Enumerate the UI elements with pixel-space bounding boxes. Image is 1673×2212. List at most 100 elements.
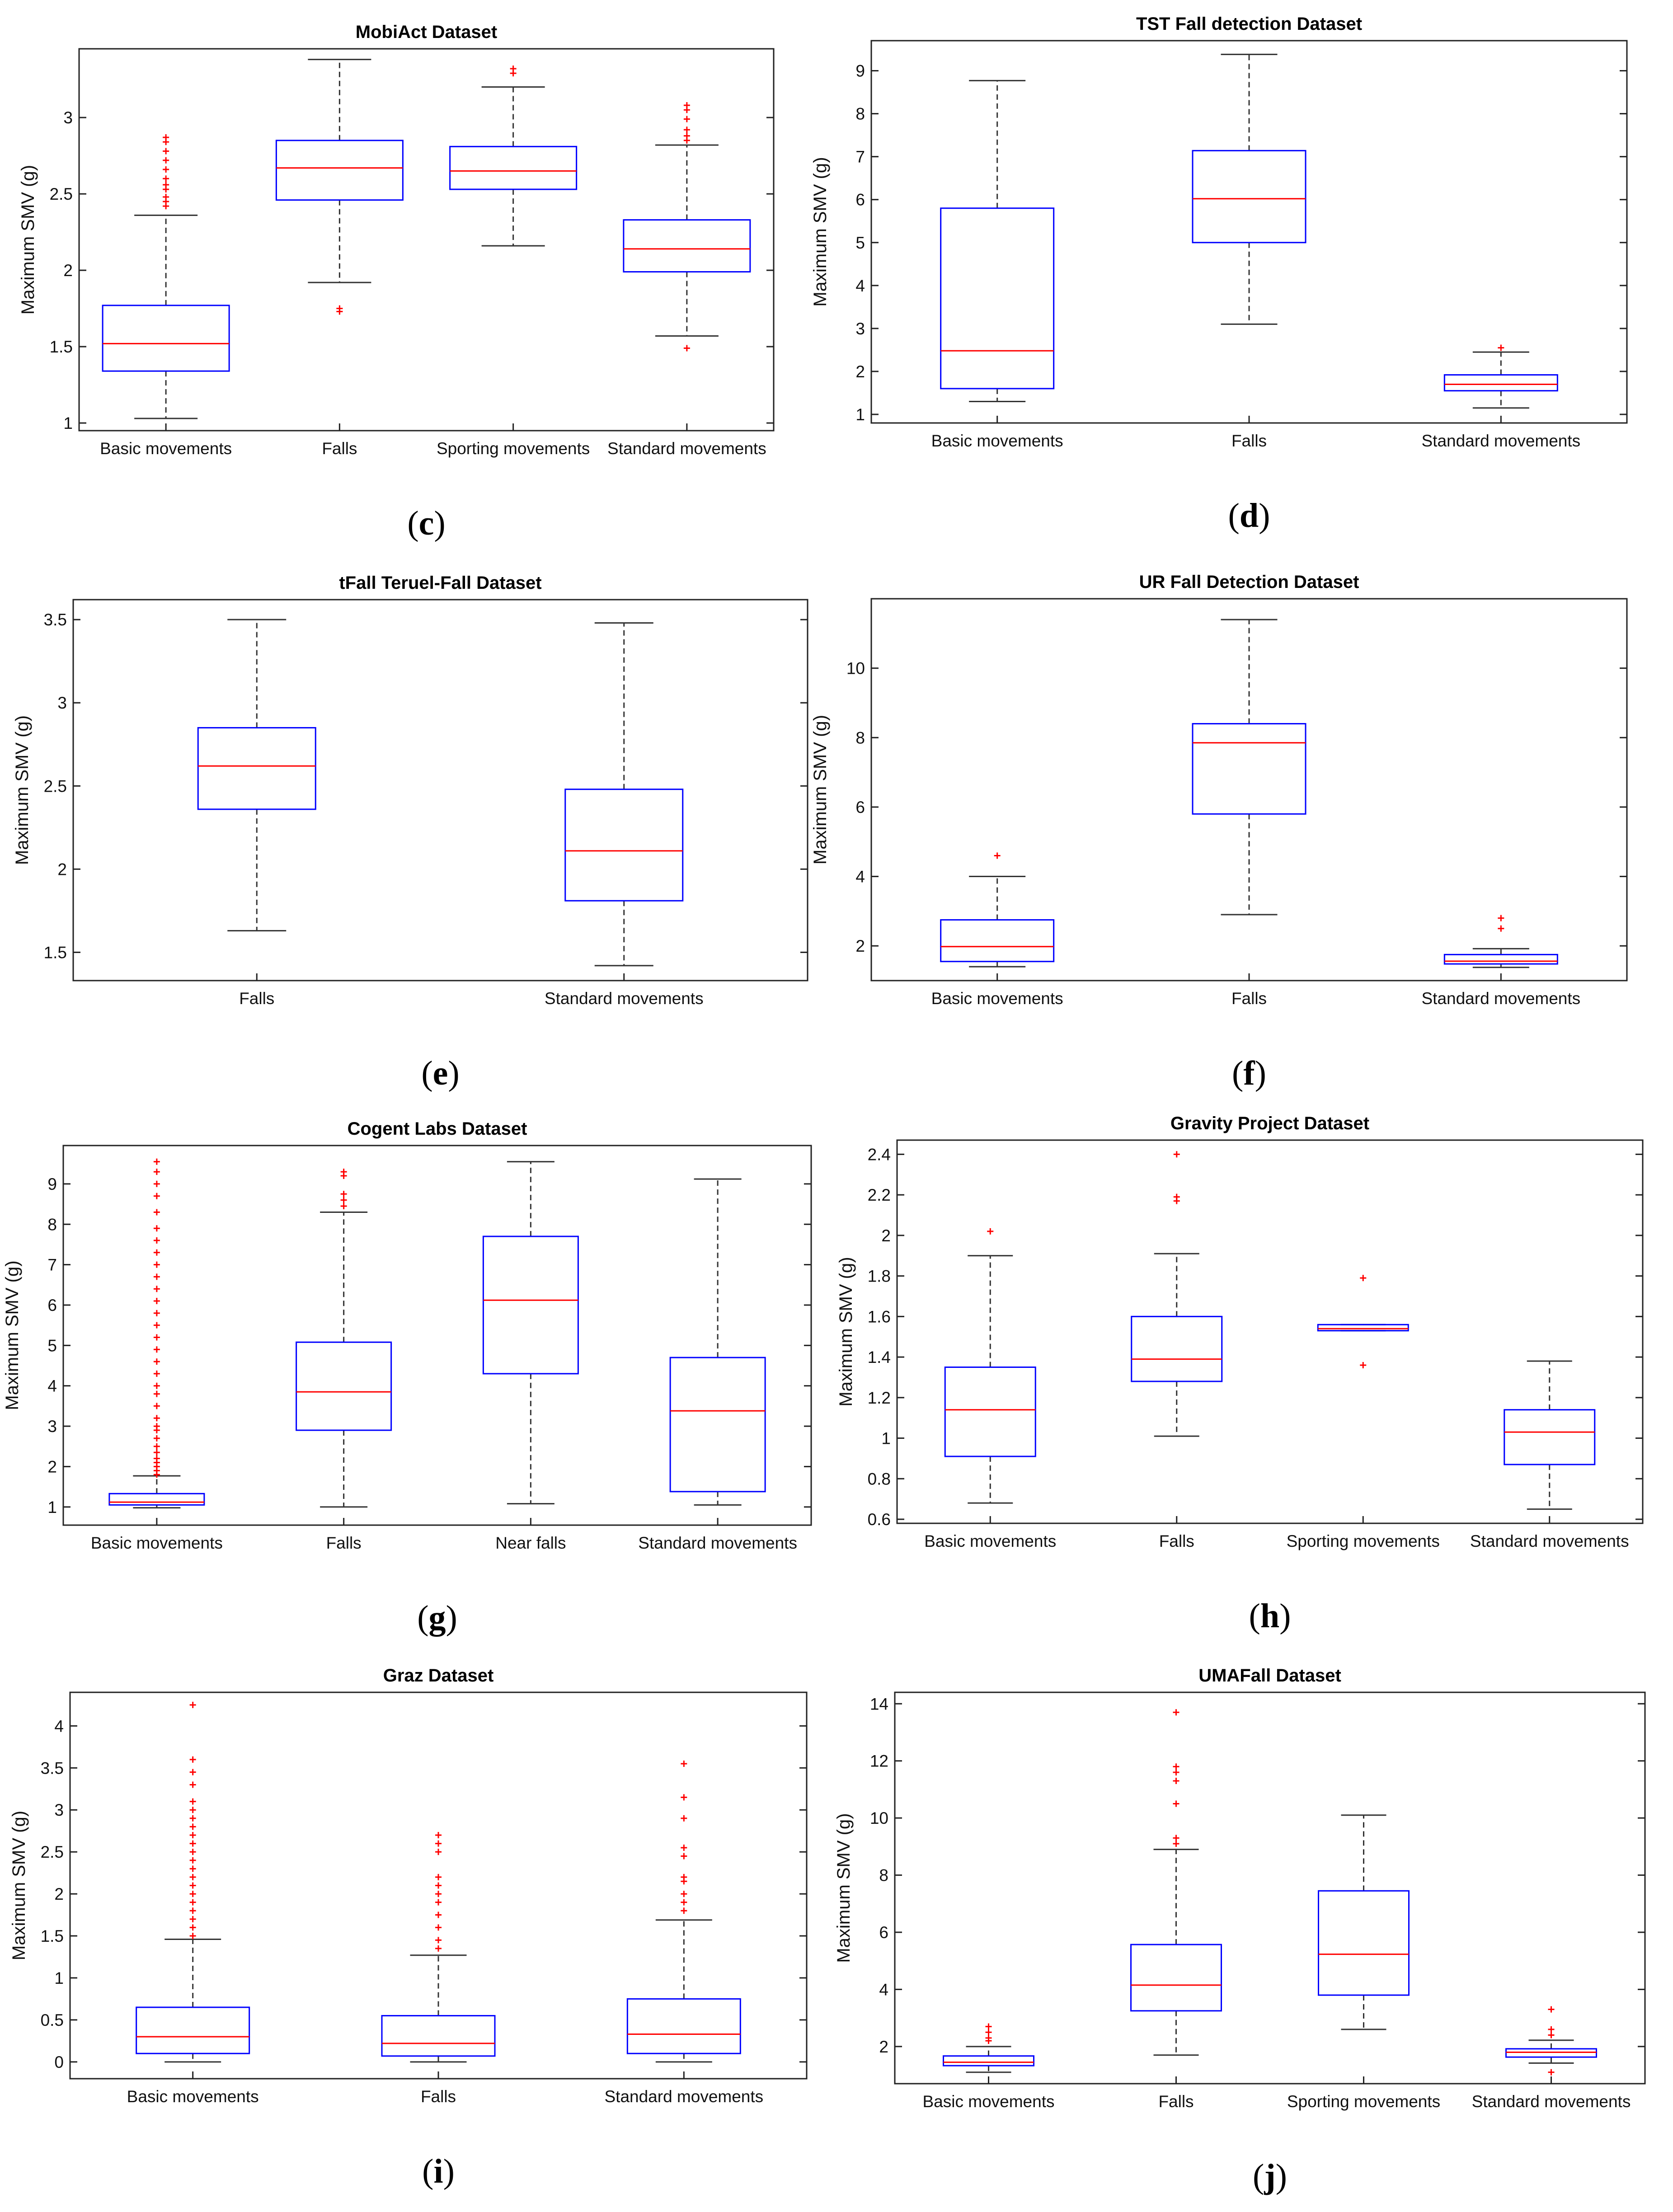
y-tick-label: 0 bbox=[54, 2053, 64, 2071]
outlier-point bbox=[1498, 344, 1504, 351]
x-tick-label-falls: Falls bbox=[421, 2087, 456, 2106]
outlier-point bbox=[1173, 1777, 1180, 1784]
x-tick-label-near-falls: Near falls bbox=[495, 1534, 566, 1552]
y-tick-label: 2 bbox=[47, 1457, 57, 1476]
plot-frame bbox=[870, 40, 1628, 424]
outlier-point bbox=[683, 116, 690, 122]
outlier-point bbox=[153, 1435, 160, 1442]
y-tick-label: 2 bbox=[855, 937, 865, 955]
outlier-point bbox=[153, 1443, 160, 1450]
box-basic-movements bbox=[940, 80, 1055, 402]
chart-panel-f: UR Fall Detection Dataset 2 4 6 8 10 Maximum S… bbox=[810, 572, 1628, 1092]
x-tick-label-falls: Falls bbox=[1231, 432, 1267, 450]
box-basic-movements bbox=[136, 1701, 250, 2063]
chart-title: UR Fall Detection Dataset bbox=[1139, 572, 1359, 592]
panel-label: (h) bbox=[1249, 1597, 1291, 1635]
outlier-point bbox=[435, 1891, 442, 1897]
box-sporting-movements bbox=[449, 65, 578, 247]
iqr-box bbox=[275, 140, 404, 201]
y-tick-label: 1 bbox=[881, 1429, 891, 1448]
outlier-point bbox=[435, 1840, 442, 1847]
outlier-point bbox=[153, 1403, 160, 1409]
y-tick-label: 1.6 bbox=[868, 1307, 891, 1326]
outlier-point bbox=[153, 1225, 160, 1232]
x-tick-label-standard-movements: Standard movements bbox=[607, 439, 766, 458]
outlier-point bbox=[189, 1916, 196, 1922]
x-tick-label-standard-movements: Standard movements bbox=[638, 1534, 797, 1552]
outlier-point bbox=[153, 1273, 160, 1280]
y-tick-label: 2 bbox=[54, 1885, 64, 1903]
chart-panel-g: Cogent Labs Dataset 1 2 3 4 5 6 7 8 9 Maximum SMV … bbox=[2, 1119, 812, 1637]
box-near-falls bbox=[482, 1161, 579, 1505]
y-tick-label: 2.5 bbox=[41, 1843, 64, 1861]
y-tick-label: 0.8 bbox=[868, 1470, 891, 1488]
plot-frame bbox=[78, 48, 775, 432]
y-tick-label: 14 bbox=[870, 1695, 888, 1713]
outlier-point bbox=[994, 852, 1001, 859]
x-tick-label-basic-movements: Basic movements bbox=[923, 2092, 1055, 2111]
outlier-point bbox=[189, 1832, 196, 1838]
x-tick-label-basic-movements: Basic movements bbox=[924, 1532, 1056, 1550]
outlier-point bbox=[153, 1358, 160, 1365]
x-tick-label-standard-movements: Standard movements bbox=[1421, 432, 1580, 450]
box-standard-movements bbox=[626, 1760, 741, 2063]
outlier-point bbox=[189, 1924, 196, 1931]
outlier-point bbox=[189, 1807, 196, 1813]
box-standard-movements bbox=[669, 1178, 766, 1506]
y-axis-label: Maximum SMV (g) bbox=[2, 1260, 22, 1410]
x-tick-label-standard-movements: Standard movements bbox=[604, 2087, 763, 2106]
y-tick-label: 2 bbox=[57, 860, 67, 878]
outlier-point bbox=[153, 1249, 160, 1256]
outlier-point bbox=[153, 1180, 160, 1187]
outlier-point bbox=[153, 1169, 160, 1175]
outlier-point bbox=[683, 132, 690, 139]
iqr-box bbox=[449, 146, 578, 190]
iqr-box bbox=[136, 2006, 250, 2054]
x-tick-label-sporting-movements: Sporting movements bbox=[1287, 1532, 1440, 1550]
y-tick-label: 9 bbox=[47, 1175, 57, 1193]
outlier-point bbox=[153, 1310, 160, 1316]
outlier-point bbox=[435, 1911, 442, 1918]
outlier-point bbox=[1360, 1275, 1367, 1282]
y-tick-label: 2 bbox=[855, 362, 865, 381]
chart-panel-i: Graz Dataset 0 0.5 1 1.5 2 2.5 3 3.5 4 Maximum SMV… bbox=[9, 1666, 808, 2190]
outlier-point bbox=[435, 1937, 442, 1944]
x-tick-label-falls: Falls bbox=[326, 1534, 362, 1552]
outlier-point bbox=[163, 148, 169, 155]
outlier-point bbox=[189, 1882, 196, 1889]
outlier-point bbox=[189, 1815, 196, 1822]
x-tick-label-falls: Falls bbox=[1158, 2092, 1194, 2111]
box-basic-movements bbox=[943, 2023, 1034, 2073]
iqr-box bbox=[1318, 1890, 1410, 1996]
outlier-point bbox=[153, 1298, 160, 1305]
outlier-point bbox=[1548, 2032, 1555, 2038]
chart-title: UMAFall Dataset bbox=[1198, 1666, 1341, 1686]
y-tick-label: 9 bbox=[855, 62, 865, 80]
y-tick-label: 2 bbox=[881, 1226, 891, 1245]
outlier-point bbox=[340, 1169, 347, 1175]
y-tick-label: 1 bbox=[54, 1969, 64, 1987]
outlier-point bbox=[163, 157, 169, 164]
y-tick-label: 8 bbox=[855, 105, 865, 123]
outlier-point bbox=[189, 1701, 196, 1708]
y-tick-label: 2 bbox=[879, 2038, 888, 2056]
outlier-point bbox=[189, 1756, 196, 1763]
iqr-box bbox=[1443, 374, 1558, 392]
chart-panel-d: TST Fall detection Dataset 1 2 3 4 5 6 7 8 9 Maxim… bbox=[810, 14, 1628, 535]
iqr-box bbox=[1504, 1409, 1596, 1465]
chart-title: tFall Teruel-Fall Dataset bbox=[339, 573, 541, 593]
outlier-point bbox=[1498, 925, 1504, 932]
outlier-point bbox=[681, 1815, 687, 1822]
y-tick-label: 8 bbox=[855, 728, 865, 747]
outlier-point bbox=[681, 1844, 687, 1851]
outlier-point bbox=[153, 1449, 160, 1456]
panel-label: (e) bbox=[421, 1054, 459, 1092]
panel-label: (g) bbox=[417, 1599, 457, 1637]
outlier-point bbox=[153, 1415, 160, 1422]
box-falls bbox=[381, 1832, 496, 2063]
panel-label: (j) bbox=[1253, 2157, 1287, 2195]
outlier-point bbox=[153, 1237, 160, 1244]
outlier-point bbox=[336, 305, 343, 312]
y-tick-label: 1 bbox=[63, 414, 73, 432]
outlier-point bbox=[1173, 1151, 1180, 1158]
